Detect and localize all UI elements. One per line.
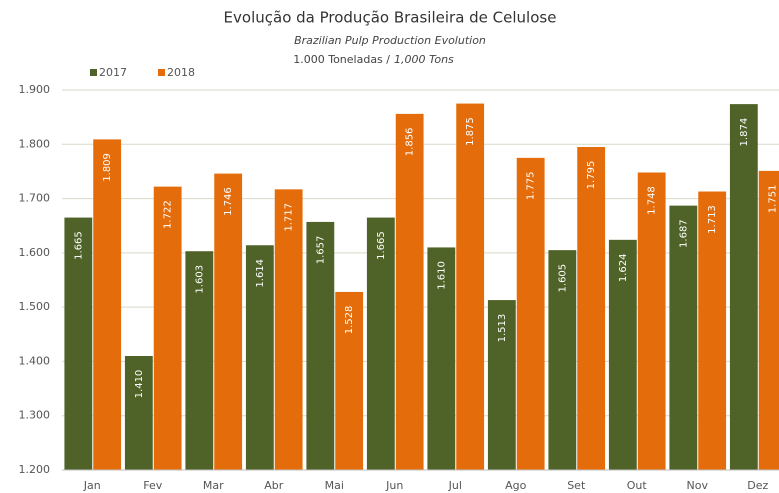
value-label: 1.657: [315, 236, 326, 265]
bar: [577, 147, 606, 470]
x-tick-label: Fev: [143, 479, 162, 492]
bar: [153, 186, 182, 470]
chart-subtitle: Brazilian Pulp Production Evolution: [294, 34, 486, 47]
unit-label: 1.000 Toneladas /: [293, 53, 390, 66]
y-tick-label: 1.600: [19, 246, 51, 259]
legend-swatch: [158, 69, 165, 76]
chart-title: Evolução da Produção Brasileira de Celul…: [224, 9, 557, 27]
value-label: 1.687: [678, 219, 689, 248]
bar: [306, 221, 335, 470]
unit-label: 1,000 Tons: [394, 53, 454, 66]
value-label: 1.624: [618, 254, 629, 283]
value-label: 1.603: [194, 265, 205, 294]
x-tick-label: Out: [627, 479, 648, 492]
x-tick-label: Mar: [203, 479, 224, 492]
bar: [366, 217, 395, 470]
bar: [758, 170, 779, 470]
value-label: 1.746: [223, 187, 234, 216]
bar: [245, 245, 274, 470]
bar: [729, 104, 758, 470]
bar: [335, 291, 364, 470]
bar: [395, 113, 424, 470]
bar: [124, 356, 153, 470]
value-label: 1.713: [707, 205, 718, 234]
x-tick-label: Abr: [264, 479, 284, 492]
bar: [608, 239, 637, 470]
bar: [548, 250, 577, 470]
bar: [274, 189, 303, 471]
value-label: 1.610: [436, 261, 447, 290]
value-label: 1.665: [73, 231, 84, 260]
y-tick-label: 1.900: [19, 83, 51, 96]
legend-label: 2017: [99, 66, 127, 79]
value-label: 1.874: [739, 118, 750, 147]
bar: [487, 300, 516, 470]
value-label: 1.614: [255, 259, 266, 288]
value-label: 1.775: [526, 172, 537, 201]
value-label: 1.795: [586, 161, 597, 190]
x-tick-label: Set: [567, 479, 586, 492]
bar: [427, 247, 456, 470]
value-label: 1.513: [497, 314, 508, 343]
x-tick-label: Dez: [747, 479, 768, 492]
value-label: 1.528: [344, 306, 355, 335]
x-tick-label: Ago: [505, 479, 527, 492]
bar: [456, 103, 485, 471]
value-label: 1.717: [284, 203, 295, 232]
legend-label: 2018: [167, 66, 195, 79]
y-tick-label: 1.700: [19, 192, 51, 205]
x-tick-label: Nov: [687, 479, 709, 492]
x-tick-label: Mai: [325, 479, 344, 492]
bar: [516, 157, 545, 470]
value-label: 1.410: [134, 370, 145, 399]
bar: [93, 139, 122, 470]
bar: [637, 172, 666, 470]
bar: [698, 191, 727, 470]
y-tick-label: 1.300: [19, 409, 51, 422]
bar: [214, 173, 243, 470]
value-label: 1.856: [405, 128, 416, 157]
x-tick-label: Jun: [385, 479, 403, 492]
value-label: 1.722: [163, 200, 174, 229]
y-tick-label: 1.200: [19, 463, 51, 476]
x-tick-label: Jan: [83, 479, 101, 492]
bar: [185, 251, 214, 470]
value-label: 1.665: [376, 231, 387, 260]
y-tick-label: 1.400: [19, 354, 51, 367]
y-tick-label: 1.500: [19, 300, 51, 313]
x-tick-label: Jul: [448, 479, 462, 492]
value-label: 1.605: [557, 264, 568, 293]
value-label: 1.748: [647, 186, 658, 215]
value-label: 1.875: [465, 117, 476, 146]
legend-swatch: [90, 69, 97, 76]
value-label: 1.809: [102, 153, 113, 182]
bar: [669, 205, 698, 470]
value-label: 1.751: [768, 185, 779, 214]
bar: [64, 217, 93, 470]
y-tick-label: 1.800: [19, 137, 51, 150]
